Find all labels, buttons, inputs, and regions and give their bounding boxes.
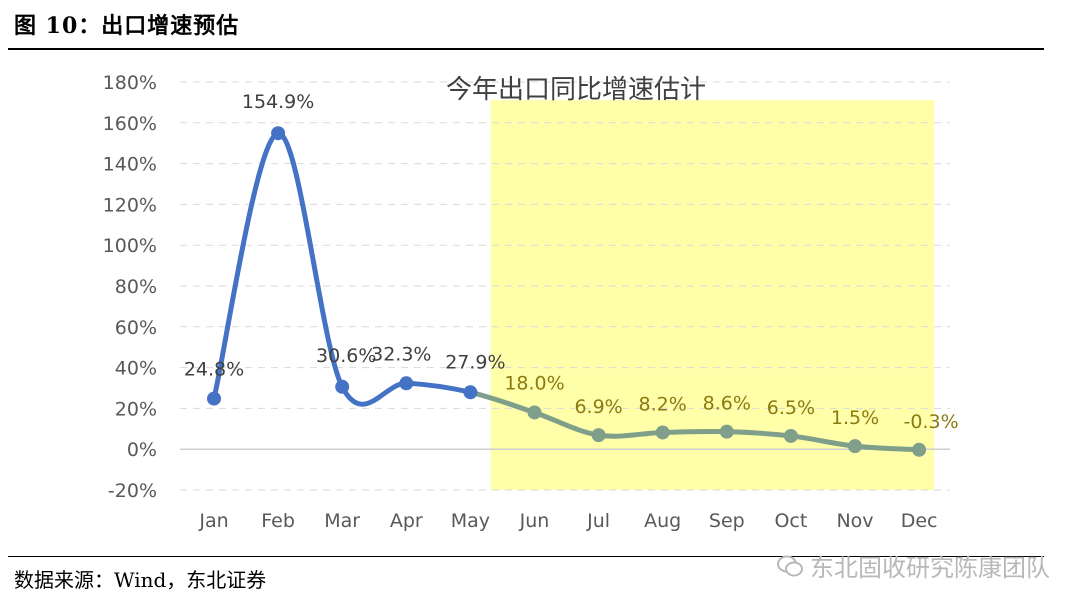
- x-tick-label: Mar: [324, 510, 360, 532]
- data-label: 6.9%: [574, 396, 622, 418]
- data-point: [271, 126, 286, 141]
- x-tick-label: Jul: [586, 510, 610, 532]
- y-tick-label: 60%: [115, 317, 157, 339]
- x-tick-label: Dec: [901, 510, 938, 532]
- y-tick-label: -20%: [108, 480, 157, 502]
- data-point: [527, 405, 542, 420]
- data-label: 154.9%: [242, 91, 314, 113]
- y-tick-label: 140%: [103, 154, 157, 176]
- data-label: 24.8%: [184, 359, 244, 381]
- data-point: [912, 442, 927, 457]
- wechat-icon: [777, 555, 803, 576]
- data-label: 1.5%: [831, 407, 879, 429]
- x-tick-label: Aug: [644, 510, 681, 532]
- x-tick-label: Jun: [519, 510, 550, 532]
- data-label: 8.6%: [703, 393, 751, 415]
- data-labels: 24.8% 154.9% 30.6%32.3% 27.9%18.0% 6.9% 8.2% 8…: [184, 91, 959, 433]
- data-point: [783, 428, 798, 443]
- y-tick-label: 40%: [115, 358, 157, 380]
- x-tick-label: Sep: [709, 510, 745, 532]
- data-label: 30.6%: [316, 345, 376, 367]
- y-tick-label: 20%: [115, 398, 157, 420]
- x-tick-label: Oct: [774, 510, 807, 532]
- data-point: [848, 439, 862, 454]
- watermark: 东北固收研究陈康团队: [776, 548, 1050, 583]
- data-point: [463, 385, 478, 400]
- y-tick-label: 80%: [115, 276, 157, 298]
- data-point: [655, 425, 670, 440]
- y-tick-label: 120%: [103, 194, 157, 216]
- line-chart: -20% 0% 20% 40% 60% 80% 100% 120% 140% 160% 180% J…: [103, 72, 959, 532]
- title-divider: [8, 48, 1044, 50]
- chart-title: 今年出口同比增速估计: [446, 75, 706, 105]
- data-label: 32.3%: [371, 343, 431, 365]
- data-label: 6.5%: [767, 397, 815, 419]
- x-tick-label: May: [451, 510, 490, 532]
- data-point: [335, 379, 350, 394]
- data-label: 18.0%: [504, 372, 564, 394]
- data-label: 27.9%: [445, 351, 505, 373]
- x-tick-label: Nov: [836, 510, 873, 532]
- watermark-text: 东北固收研究陈康团队: [810, 554, 1050, 582]
- data-point: [399, 376, 414, 391]
- data-point: [719, 424, 734, 439]
- data-label: 8.2%: [639, 393, 687, 415]
- gridlines: [180, 81, 950, 491]
- x-tick-label: Apr: [390, 510, 423, 532]
- y-tick-label: 160%: [103, 113, 157, 135]
- y-tick-label: 180%: [103, 72, 157, 94]
- data-point: [591, 428, 606, 443]
- source-note: 数据来源：Wind，东北证券: [14, 568, 267, 592]
- data-point: [207, 391, 221, 406]
- source-divider: [8, 556, 1044, 557]
- figure-title: 图 10：出口增速预估: [14, 13, 240, 39]
- y-tick-label: 0%: [127, 439, 157, 461]
- x-axis-ticks: Jan Feb Mar Apr May Jun Jul Aug Sep Oct Nov Dec: [198, 510, 937, 532]
- y-axis-ticks: -20% 0% 20% 40% 60% 80% 100% 120% 140% 160% 180%: [103, 72, 157, 502]
- data-label: -0.3%: [904, 411, 959, 433]
- x-tick-label: Feb: [261, 510, 295, 532]
- y-tick-label: 100%: [103, 235, 157, 257]
- series-points: [207, 126, 927, 457]
- x-tick-label: Jan: [198, 510, 228, 532]
